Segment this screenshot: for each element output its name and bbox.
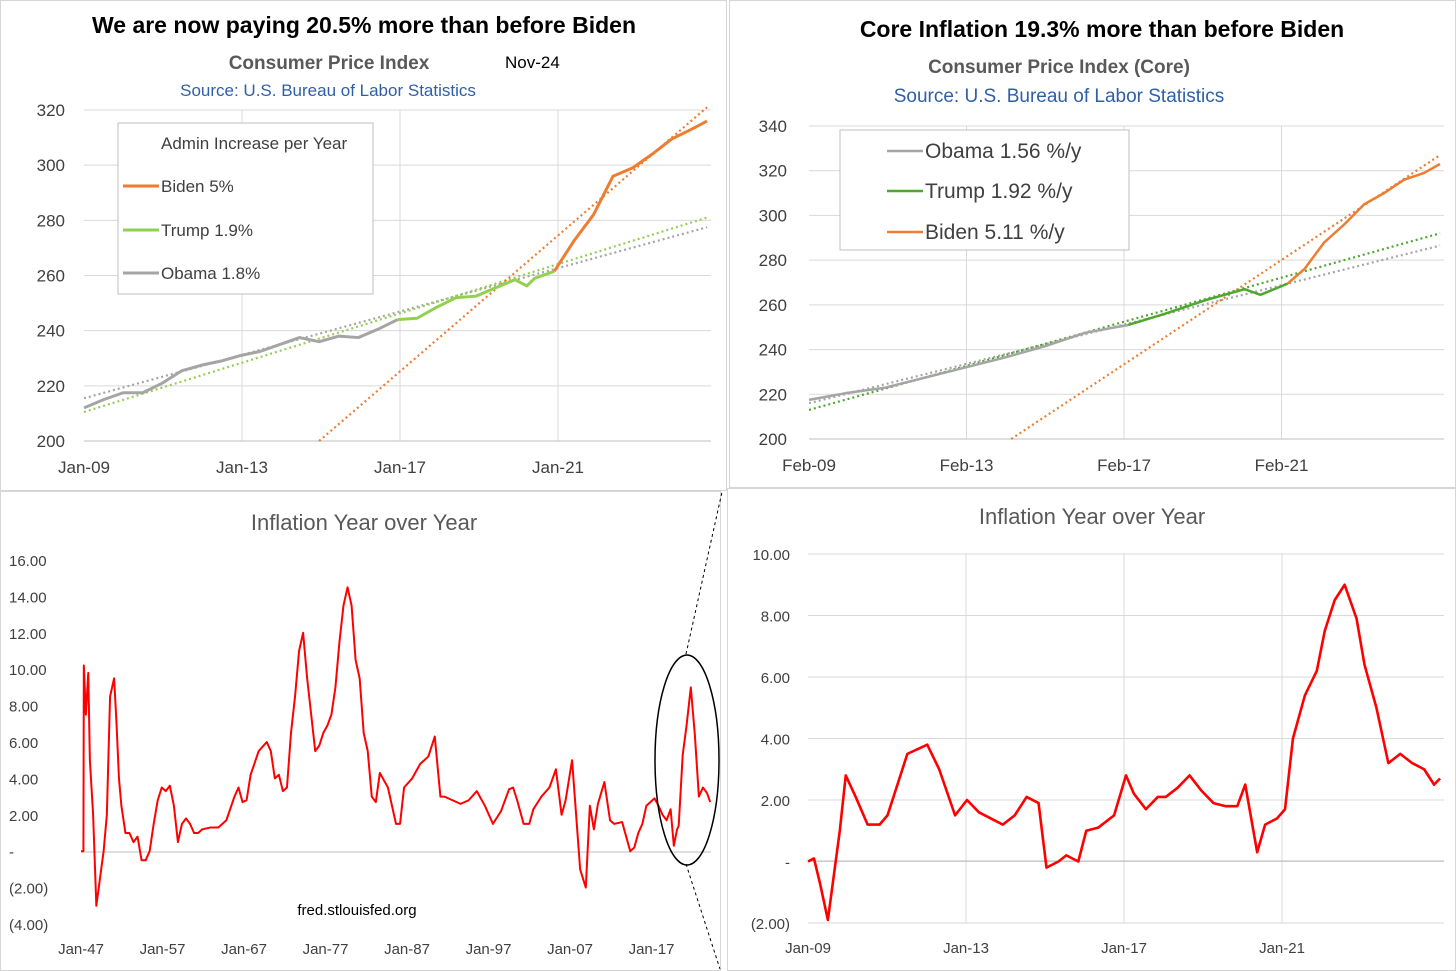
y-tick-label: 14.00: [9, 589, 47, 606]
trendline: [318, 106, 708, 442]
panel-core-cpi: Core Inflation 19.3% more than before Bi…: [729, 0, 1456, 488]
y-tick-label: 8.00: [9, 699, 38, 716]
y-tick-label: 220: [37, 377, 65, 396]
y-tick-label: 6.00: [9, 735, 38, 752]
series-line: [552, 119, 708, 273]
y-tick-label: 240: [759, 341, 787, 360]
x-tick-label: Jan-07: [547, 941, 593, 958]
x-tick-label: Jan-97: [466, 941, 512, 958]
x-tick-label: Jan-13: [943, 940, 989, 957]
y-tick-label: (2.00): [751, 916, 790, 933]
trendline: [83, 216, 708, 414]
x-tick-label: Feb-13: [940, 456, 994, 475]
panel-cpi: We are now paying 20.5% more than before…: [0, 0, 727, 491]
y-tick-label: -: [785, 855, 790, 872]
x-tick-label: Jan-67: [221, 941, 267, 958]
highlight-ellipse: [654, 654, 720, 866]
chart-inflation-long: Inflation Year over Year fred.stlouisfed…: [9, 510, 720, 958]
series-line: [1127, 282, 1289, 327]
y-tick-label: 220: [759, 385, 787, 404]
y-tick-label: 280: [37, 211, 65, 230]
series-line: [807, 583, 1441, 922]
y-tick-label: 260: [37, 267, 65, 286]
date-note: Nov-24: [505, 53, 560, 72]
source-label: Source: U.S. Bureau of Labor Statistics: [180, 81, 476, 100]
y-tick-label: -: [9, 844, 14, 861]
source-annotation: fred.stlouisfed.org: [297, 902, 416, 919]
legend-box: [117, 122, 374, 295]
chart-cpi: We are now paying 20.5% more than before…: [37, 12, 711, 477]
chart-inflation-recent: Inflation Year over Year (2.00) - 2.00 4.00…: [751, 504, 1444, 957]
legend-entry: Biden 5.11 %/y: [925, 221, 1065, 244]
x-tick-label: Feb-17: [1097, 456, 1151, 475]
chart-core-cpi: Core Inflation 19.3% more than before Bi…: [759, 16, 1444, 475]
x-tick-label: Feb-21: [1255, 456, 1309, 475]
y-tick-label: 300: [37, 156, 65, 175]
x-tick-label: Jan-09: [785, 940, 831, 957]
series-line: [397, 269, 555, 322]
x-tick-label: Jan-17: [1101, 940, 1147, 957]
y-tick-label: 280: [759, 251, 787, 270]
y-tick-label: 340: [759, 117, 787, 136]
connector-line-bottom: [685, 863, 721, 970]
y-tick-label: 16.00: [9, 553, 47, 570]
series-line: [808, 323, 1129, 402]
chart-title: We are now paying 20.5% more than before…: [92, 12, 636, 38]
legend-entry: Obama 1.8%: [161, 264, 260, 283]
series-line: [81, 586, 712, 907]
y-tick-label: 320: [759, 162, 787, 181]
x-tick-label: Jan-47: [58, 941, 104, 958]
x-tick-label: Jan-09: [58, 458, 110, 477]
y-tick-label: 200: [759, 430, 787, 449]
y-tick-label: (4.00): [9, 917, 48, 934]
y-tick-label: (2.00): [9, 881, 48, 898]
y-tick-label: 4.00: [9, 771, 38, 788]
y-tick-label: 10.00: [9, 662, 47, 679]
x-tick-label: Jan-77: [303, 941, 349, 958]
chart-title: Core Inflation 19.3% more than before Bi…: [860, 16, 1344, 42]
series-line: [83, 318, 399, 410]
series-line: [1286, 162, 1441, 285]
y-tick-label: 6.00: [761, 670, 790, 687]
legend-entry: Trump 1.9%: [161, 221, 253, 240]
x-tick-label: Feb-09: [782, 456, 836, 475]
y-tick-label: 4.00: [761, 732, 790, 749]
y-tick-label: 240: [37, 322, 65, 341]
y-tick-label: 200: [37, 432, 65, 451]
x-tick-label: Jan-13: [216, 458, 268, 477]
y-tick-label: 260: [759, 296, 787, 315]
legend-entry: Trump 1.92 %/y: [925, 180, 1073, 203]
trendline: [1010, 154, 1441, 440]
legend-entry: Biden 5%: [161, 177, 234, 196]
chart-title: Inflation Year over Year: [251, 510, 477, 535]
source-label: Source: U.S. Bureau of Labor Statistics: [894, 86, 1225, 107]
legend-entry: Obama 1.56 %/y: [925, 140, 1082, 163]
panel-inflation-recent: Inflation Year over Year (2.00) - 2.00 4.00…: [727, 488, 1456, 971]
x-tick-label: Jan-17: [374, 458, 426, 477]
y-tick-label: 300: [759, 206, 787, 225]
x-tick-label: Jan-21: [532, 458, 584, 477]
x-tick-label: Jan-57: [140, 941, 186, 958]
chart-subtitle: Consumer Price Index (Core): [928, 57, 1190, 78]
y-tick-label: 8.00: [761, 609, 790, 626]
y-tick-label: 2.00: [761, 793, 790, 810]
connector-line-top: [685, 491, 723, 655]
x-tick-label: Jan-17: [629, 941, 675, 958]
y-tick-label: 12.00: [9, 626, 47, 643]
y-tick-label: 320: [37, 101, 65, 120]
x-tick-label: Jan-21: [1259, 940, 1305, 957]
chart-title: Inflation Year over Year: [979, 504, 1205, 529]
y-tick-label: 10.00: [752, 547, 790, 564]
x-tick-label: Jan-87: [384, 941, 430, 958]
chart-subtitle: Consumer Price Index: [229, 53, 430, 74]
trendline: [808, 232, 1441, 411]
legend-title: Admin Increase per Year: [161, 134, 348, 153]
y-tick-label: 2.00: [9, 808, 38, 825]
